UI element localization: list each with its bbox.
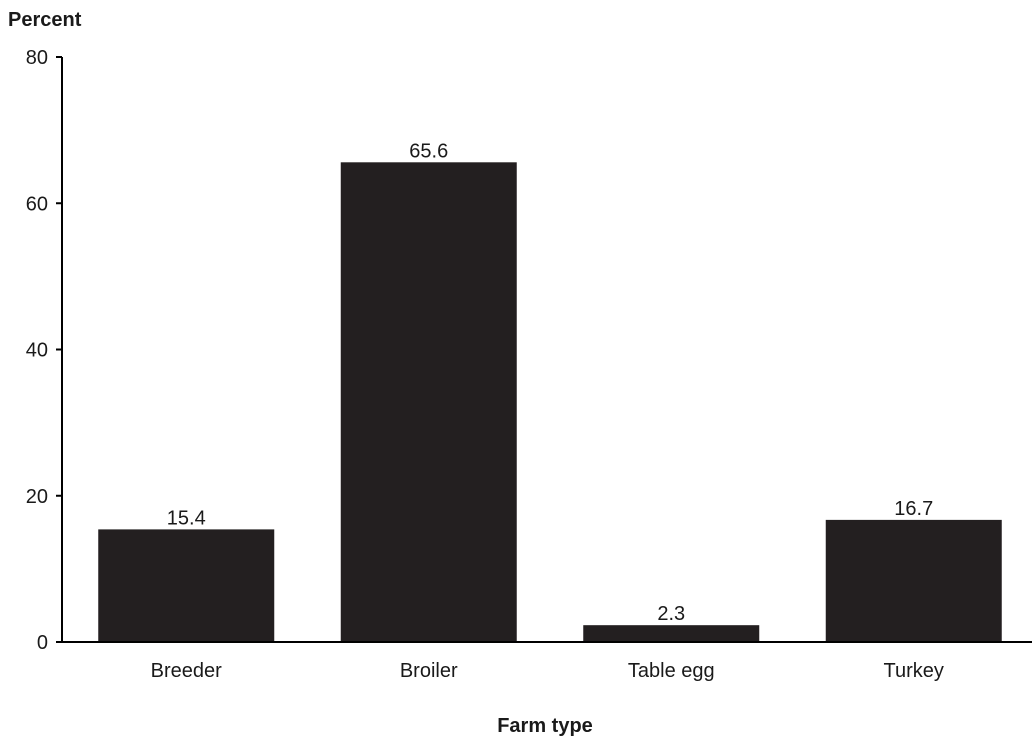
- x-axis-title: Farm type: [497, 715, 593, 737]
- data-label: 2.3: [657, 603, 685, 625]
- y-axis-title: Percent: [8, 9, 82, 31]
- data-label: 15.4: [167, 507, 206, 529]
- data-label: 65.6: [409, 140, 448, 162]
- y-tick-label: 60: [26, 193, 48, 215]
- category-labels: Breeder Broiler Table egg Turkey: [151, 660, 944, 682]
- category-label: Table egg: [628, 660, 715, 682]
- bar-turkey: [825, 519, 1002, 642]
- y-tick-label: 40: [26, 340, 48, 362]
- data-labels: 15.4 65.6 2.3 16.7: [167, 140, 933, 625]
- bars: [98, 162, 1002, 643]
- bar-breeder: [98, 529, 275, 642]
- y-tick-label: 0: [37, 632, 48, 654]
- category-label: Broiler: [400, 660, 458, 682]
- y-tick-label: 20: [26, 486, 48, 508]
- category-label: Breeder: [151, 660, 222, 682]
- bar-broiler: [340, 162, 517, 643]
- category-label: Turkey: [884, 660, 944, 682]
- bar-table-egg: [583, 625, 760, 642]
- y-ticks: 0 20 40 60 80: [26, 47, 62, 654]
- data-label: 16.7: [894, 498, 933, 520]
- y-tick-label: 80: [26, 47, 48, 69]
